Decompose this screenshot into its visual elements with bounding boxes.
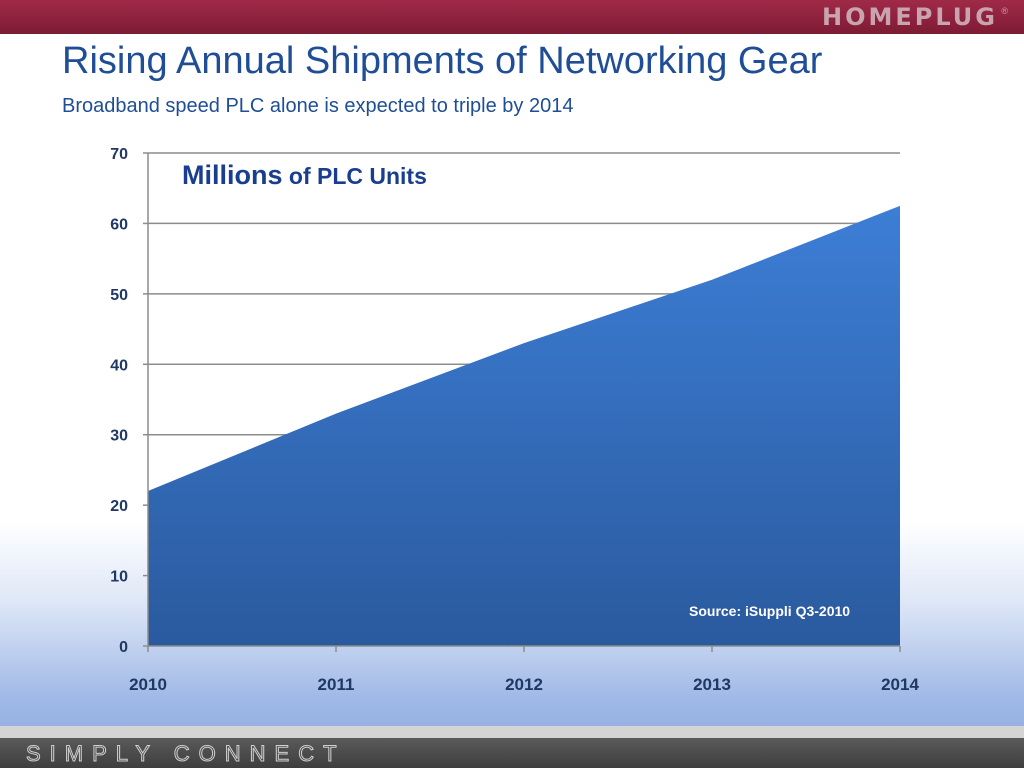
footer-tagline: SIMPLY CONNECT <box>26 741 346 767</box>
registered-mark: ® <box>1001 6 1008 16</box>
footer-bar: SIMPLY CONNECT <box>0 738 1024 768</box>
y-tick-label: 0 <box>119 639 128 656</box>
y-tick-label: 70 <box>110 146 128 163</box>
x-tick-label: 2010 <box>129 675 167 694</box>
footer-strip <box>0 726 1024 738</box>
y-tick-label: 50 <box>110 287 128 304</box>
annotation-millions: Millions <box>182 160 283 190</box>
y-tick-label: 20 <box>110 498 128 515</box>
homeplug-logo: HOMEPLUG <box>822 3 998 31</box>
source-note: Source: iSuppli Q3-2010 <box>689 603 851 619</box>
x-tick-label: 2013 <box>693 675 731 694</box>
y-tick-label: 60 <box>110 216 128 233</box>
annotation-units: of PLC Units <box>282 163 427 189</box>
y-tick-label: 30 <box>110 428 128 445</box>
area-chart: 0 10 20 30 40 50 60 70 2010 2011 2012 2013 2014 <box>110 146 919 694</box>
y-axis-ticks: 0 10 20 30 40 50 60 70 <box>110 146 148 656</box>
x-tick-label: 2011 <box>318 675 355 694</box>
x-axis-ticks: 2010 2011 2012 2013 2014 <box>129 646 919 694</box>
x-tick-label: 2012 <box>505 675 543 694</box>
x-tick-label: 2014 <box>881 675 919 694</box>
series-area <box>148 205 900 647</box>
slide-subtitle: Broadband speed PLC alone is expected to… <box>62 95 574 117</box>
y-tick-label: 10 <box>110 569 128 586</box>
chart-annotation: Millions of PLC Units <box>182 160 427 191</box>
y-tick-label: 40 <box>110 357 128 374</box>
header-bar: HOMEPLUG ® <box>0 0 1024 34</box>
slide-title: Rising Annual Shipments of Networking Ge… <box>62 40 823 82</box>
